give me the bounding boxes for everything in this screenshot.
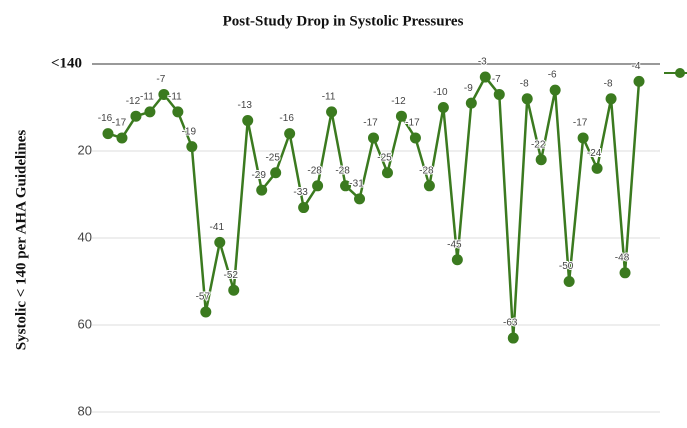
data-label: -45 <box>447 239 462 250</box>
point <box>409 132 421 144</box>
data-label: -25 <box>377 152 392 163</box>
data-label: -16 <box>98 113 113 124</box>
data-label: -3 <box>478 57 487 68</box>
point <box>619 267 631 279</box>
point <box>395 110 407 122</box>
point <box>535 154 547 166</box>
point <box>549 84 561 96</box>
point <box>563 276 575 287</box>
point <box>381 167 393 179</box>
data-label: -6 <box>548 70 557 81</box>
point <box>605 93 617 105</box>
data-label: -17 <box>363 118 378 129</box>
y-tick-label: 20 <box>78 142 92 157</box>
point <box>368 132 379 144</box>
point <box>479 71 491 83</box>
data-label: -10 <box>433 87 448 98</box>
point <box>451 254 463 266</box>
data-label: -48 <box>615 252 630 263</box>
data-label: -28 <box>419 165 434 176</box>
point <box>256 184 268 196</box>
data-label: -7 <box>492 74 501 85</box>
y-axis-label: Systolic < 140 per AHA Guidelines <box>13 130 29 351</box>
point <box>172 106 184 118</box>
chart-title: Post-Study Drop in Systolic Pressures <box>223 13 464 29</box>
legend <box>664 68 687 78</box>
y-tick-label: 60 <box>78 316 92 331</box>
data-label: -52 <box>224 270 239 281</box>
point <box>158 88 170 100</box>
data-label: -8 <box>520 78 529 89</box>
data-label: -25 <box>265 152 280 163</box>
data-label: -41 <box>210 222 225 233</box>
point <box>354 193 366 205</box>
data-label: -17 <box>405 118 420 129</box>
point <box>186 141 198 153</box>
point <box>493 88 505 100</box>
point <box>507 332 519 344</box>
data-label: -19 <box>182 126 197 137</box>
data-label: -11 <box>140 91 154 102</box>
data-label: -16 <box>279 113 294 124</box>
data-label: -17 <box>573 118 588 129</box>
data-label: -11 <box>322 91 336 102</box>
data-label: -8 <box>604 78 613 89</box>
point <box>633 75 645 87</box>
data-label: -12 <box>391 96 406 107</box>
data-label: -50 <box>559 261 574 272</box>
point <box>214 236 226 248</box>
point <box>102 128 114 140</box>
point <box>340 180 352 192</box>
y-tick-label: 80 <box>78 403 92 418</box>
data-label: -22 <box>531 139 546 150</box>
data-label: -29 <box>251 170 266 181</box>
y-tick-label: <140 <box>51 55 82 71</box>
point <box>312 180 324 192</box>
point <box>591 162 603 174</box>
data-label: -63 <box>503 318 518 329</box>
point <box>116 132 128 144</box>
data-label: -57 <box>196 292 211 303</box>
point <box>465 97 477 109</box>
data-label: -24 <box>587 148 602 159</box>
data-label: -11 <box>168 91 182 102</box>
line <box>107 74 641 339</box>
point <box>270 167 282 179</box>
point <box>423 180 435 192</box>
data-label: -7 <box>156 74 165 85</box>
data-label: -17 <box>112 118 127 129</box>
point <box>577 132 589 144</box>
point <box>144 106 156 118</box>
data-label: -31 <box>349 178 364 189</box>
point <box>521 93 533 105</box>
data-label: -9 <box>464 83 473 94</box>
data-label: -28 <box>307 165 322 176</box>
point <box>326 106 338 118</box>
data-label: -4 <box>632 61 641 72</box>
point <box>298 202 310 214</box>
point <box>284 128 296 140</box>
point <box>130 110 142 122</box>
data-label: -12 <box>126 96 141 107</box>
data-label: -33 <box>293 187 308 198</box>
y-tick-label: 40 <box>78 229 92 244</box>
point <box>200 306 212 318</box>
legend-marker <box>675 68 685 78</box>
point <box>242 115 254 127</box>
point <box>228 284 240 296</box>
data-label: -28 <box>335 165 350 176</box>
point <box>437 102 449 113</box>
data-label: -13 <box>238 100 253 111</box>
